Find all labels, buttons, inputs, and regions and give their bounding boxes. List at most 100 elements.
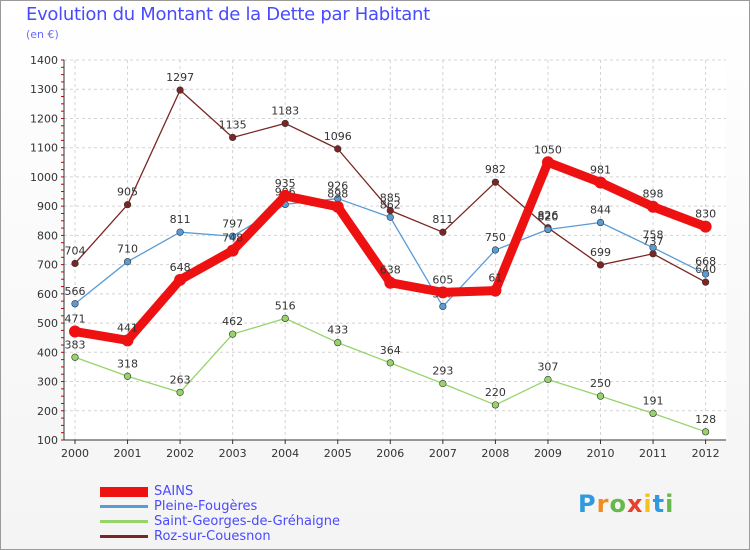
data-point-sains (699, 220, 712, 233)
x-tick-label: 2009 (534, 447, 562, 460)
data-label-pleine-fougeres: 797 (222, 217, 243, 230)
data-label-saint-georges-de-grehaigne: 318 (117, 357, 138, 370)
logo-letter: t (652, 490, 666, 518)
data-point-sains (594, 176, 607, 189)
data-point-roz-sur-couesnon (229, 133, 237, 142)
proxiti-logo: Proxiti (578, 490, 674, 518)
legend-swatch-saint-georges (100, 520, 148, 523)
data-point-roz-sur-couesnon (176, 86, 184, 94)
data-label-pleine-fougeres: 862 (380, 198, 401, 211)
data-point-saint-georges-de-grehaigne (71, 353, 79, 361)
legend-label-sains: SAINS (154, 484, 194, 499)
data-point-sains (226, 244, 239, 257)
data-label-roz-sur-couesnon: 1135 (219, 118, 247, 131)
data-label-pleine-fougeres: 566 (65, 285, 86, 298)
data-point-sains (489, 284, 502, 297)
data-label-sains: 935 (275, 177, 296, 190)
logo-letter: i (643, 490, 653, 518)
y-tick-label: 600 (37, 288, 58, 301)
data-point-sains (384, 276, 397, 289)
data-point-roz-sur-couesnon (334, 145, 342, 153)
data-label-roz-sur-couesnon: 640 (695, 263, 716, 276)
legend-swatch-sains (100, 487, 148, 497)
data-label-sains: 648 (170, 261, 191, 274)
data-label-pleine-fougeres: 758 (643, 229, 664, 242)
data-label-saint-georges-de-grehaigne: 263 (170, 373, 191, 386)
logo-letter: o (609, 490, 627, 518)
data-point-sains (174, 273, 187, 286)
data-label-pleine-fougeres: 811 (170, 213, 191, 226)
y-tick-label: 400 (37, 346, 58, 359)
data-point-saint-georges-de-grehaigne (649, 409, 657, 418)
y-tick-label: 1200 (30, 112, 58, 125)
data-label-sains: 981 (590, 163, 611, 176)
data-label-roz-sur-couesnon: 905 (117, 186, 138, 199)
logo-letter: x (626, 490, 644, 518)
data-label-saint-georges-de-grehaigne: 383 (65, 338, 86, 351)
data-label-pleine-fougeres: 668 (695, 255, 716, 268)
data-point-sains (69, 325, 81, 338)
data-label-saint-georges-de-grehaigne: 191 (643, 394, 664, 407)
data-point-sains (647, 200, 660, 213)
data-point-roz-sur-couesnon (439, 228, 447, 236)
data-label-sains: 605 (432, 273, 453, 286)
data-point-roz-sur-couesnon (596, 261, 605, 269)
data-point-saint-georges-de-grehaigne (596, 392, 605, 400)
data-point-sains (279, 189, 292, 202)
data-label-roz-sur-couesnon: 885 (380, 192, 401, 205)
legend-item-saint-georges: Saint-Georges-de-Gréhaigne (100, 514, 400, 529)
data-point-pleine-fougeres (491, 246, 500, 254)
data-label-pleine-fougeres: 820 (537, 211, 558, 224)
plot-area (64, 60, 726, 440)
data-label-sains: 898 (327, 188, 348, 201)
data-label-sains: 1050 (534, 143, 562, 156)
data-point-saint-georges-de-grehaigne (386, 359, 394, 367)
data-point-saint-georges-de-grehaigne (229, 330, 237, 338)
data-label-saint-georges-de-grehaigne: 250 (590, 377, 611, 390)
data-point-saint-georges-de-grehaigne (439, 379, 447, 388)
legend-swatch-roz-sur-couesnon (100, 535, 148, 538)
x-tick-label: 2005 (324, 447, 352, 460)
data-label-roz-sur-couesnon: 1096 (324, 130, 352, 143)
data-label-sains: 441 (117, 321, 138, 334)
y-tick-label: 500 (37, 317, 58, 330)
data-label-sains: 471 (65, 313, 86, 326)
y-tick-label: 1000 (30, 171, 58, 184)
data-point-pleine-fougeres (229, 232, 237, 240)
data-label-sains: 830 (695, 208, 716, 221)
logo-letter: i (665, 490, 675, 518)
data-point-saint-georges-de-grehaigne (701, 428, 710, 436)
x-tick-label: 2010 (587, 447, 615, 460)
data-point-pleine-fougeres (701, 270, 710, 278)
y-tick-label: 1300 (30, 83, 58, 96)
x-tick-label: 2008 (481, 447, 509, 460)
y-tick-label: 100 (37, 434, 58, 447)
x-tick-label: 2004 (271, 447, 299, 460)
legend-label-roz-sur-couesnon: Roz-sur-Couesnon (154, 529, 271, 544)
data-label-saint-georges-de-grehaigne: 307 (537, 360, 558, 373)
data-label-saint-georges-de-grehaigne: 516 (275, 299, 296, 312)
y-tick-label: 700 (37, 259, 58, 272)
legend-label-pleine-fougeres: Pleine-Fougères (154, 499, 258, 514)
data-label-roz-sur-couesnon: 811 (432, 213, 453, 226)
data-point-roz-sur-couesnon (123, 201, 132, 209)
data-label-sains: 61 (488, 272, 502, 285)
data-label-roz-sur-couesnon: 826 (537, 209, 558, 222)
logo-letter: P (578, 490, 597, 518)
data-point-saint-georges-de-grehaigne (176, 388, 184, 396)
data-point-saint-georges-de-grehaigne (281, 314, 289, 323)
data-label-sains: 748 (222, 232, 243, 245)
data-point-pleine-fougeres (123, 258, 132, 266)
y-tick-label: 300 (37, 376, 58, 389)
legend-item-sains: SAINS (100, 484, 400, 499)
data-point-pleine-fougeres (439, 302, 447, 311)
data-point-pleine-fougeres (596, 218, 605, 227)
data-label-pleine-fougeres: 750 (485, 231, 506, 244)
legend-label-saint-georges: Saint-Georges-de-Gréhaigne (154, 514, 341, 529)
data-point-roz-sur-couesnon (71, 259, 79, 268)
data-point-pleine-fougeres (544, 225, 552, 234)
data-label-pleine-fougeres: 926 (327, 180, 348, 193)
data-label-roz-sur-couesnon: 1183 (271, 104, 299, 117)
data-point-pleine-fougeres (176, 228, 184, 236)
data-point-pleine-fougeres (649, 244, 657, 252)
